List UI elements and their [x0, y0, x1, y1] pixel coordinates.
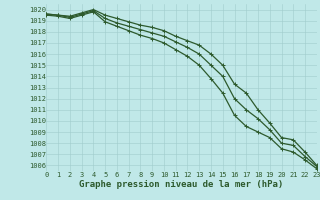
X-axis label: Graphe pression niveau de la mer (hPa): Graphe pression niveau de la mer (hPa): [79, 180, 284, 189]
